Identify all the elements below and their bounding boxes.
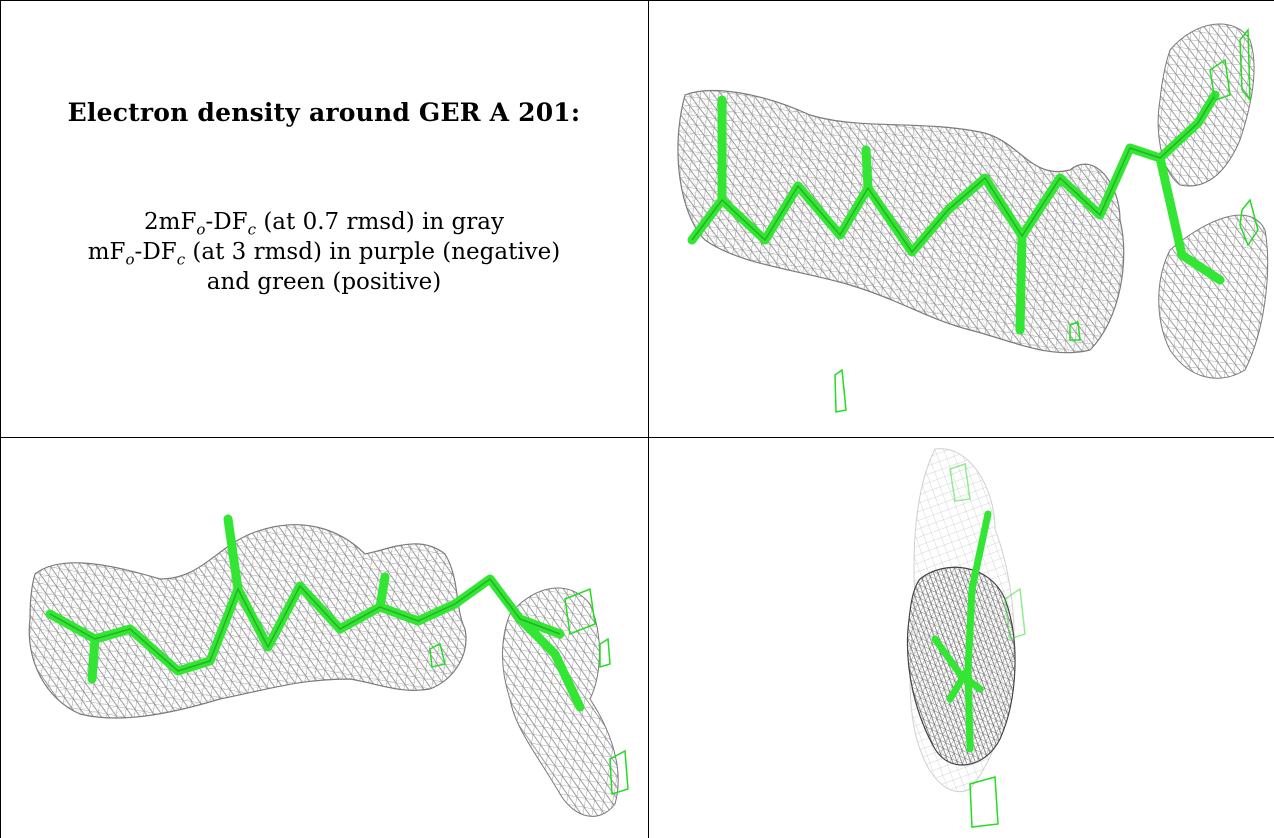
caption-title: Electron density around GER A 201: xyxy=(67,98,581,127)
border-middle-vertical xyxy=(648,0,649,838)
density-view-1 xyxy=(650,0,1274,437)
border-middle-horizontal xyxy=(0,437,1274,438)
caption-block: Electron density around GER A 201: 2mFo-… xyxy=(0,0,648,437)
mesh-blob-dense xyxy=(906,566,1016,766)
caption-line-3: and green (positive) xyxy=(206,269,442,295)
density-view-2-svg xyxy=(28,514,629,817)
diff-density-positive-1 xyxy=(834,27,1259,413)
border-left xyxy=(0,0,1,838)
diff-density-positive-2 xyxy=(429,587,629,796)
density-view-3 xyxy=(650,439,1274,838)
stick-model-3 xyxy=(931,510,992,753)
caption-cell: Electron density around GER A 201: 2mFo-… xyxy=(0,0,648,437)
density-view-3-svg xyxy=(906,448,1026,828)
density-view-2 xyxy=(0,439,648,838)
caption-line-1: 2mFo-DFc (at 0.7 rmsd) in gray xyxy=(144,209,504,239)
density-view-1-svg xyxy=(677,23,1269,413)
mesh-blob-right-2 xyxy=(502,587,619,817)
border-top xyxy=(0,0,1274,1)
diff-density-positive-3 xyxy=(949,463,1026,828)
caption-line-2: mFo-DFc (at 3 rmsd) in purple (negative) xyxy=(87,239,561,269)
